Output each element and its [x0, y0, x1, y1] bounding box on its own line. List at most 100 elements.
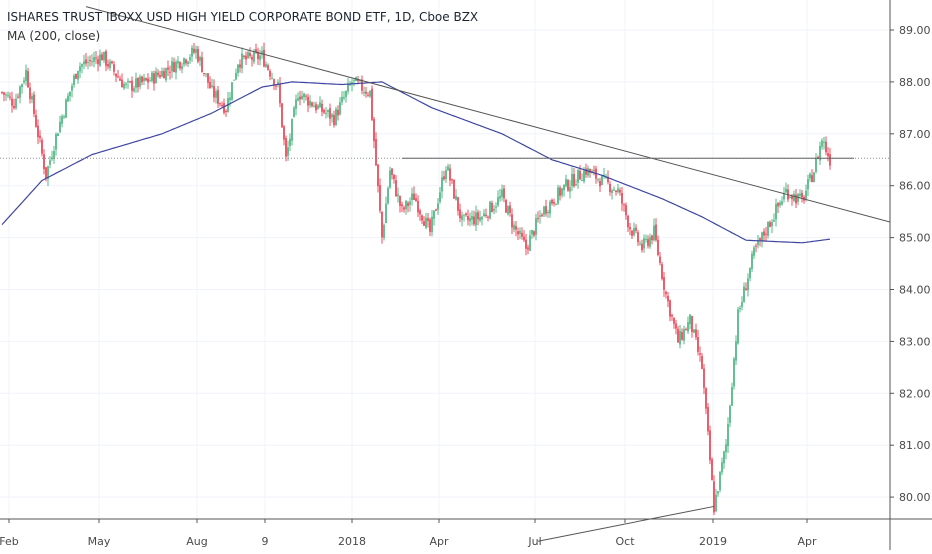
candle-body: [279, 83, 281, 104]
candle-body: [649, 237, 651, 247]
candle-body: [445, 170, 447, 179]
candle: [49, 156, 51, 169]
candle-body: [205, 73, 207, 75]
candle-body: [697, 337, 699, 352]
candle: [75, 73, 77, 80]
candle-body: [77, 70, 79, 80]
candle: [575, 179, 577, 187]
candle: [535, 213, 537, 241]
candle: [195, 45, 197, 60]
candle-body: [511, 214, 513, 228]
candle-body: [179, 62, 181, 69]
candle-body: [101, 54, 103, 61]
x-tick-label: 2018: [338, 535, 366, 548]
candle-body: [21, 84, 23, 88]
candle: [751, 250, 753, 272]
candle: [413, 186, 415, 201]
candle: [699, 346, 701, 362]
y-tick-label: 81.00: [899, 439, 931, 452]
candle-body: [349, 84, 351, 86]
candle: [313, 101, 315, 108]
candle: [263, 42, 265, 68]
candle-body: [665, 291, 667, 295]
y-tick-label: 85.00: [899, 232, 931, 245]
candle: [311, 101, 313, 108]
candle-body: [627, 215, 629, 228]
candle-body: [59, 121, 61, 133]
candle: [375, 132, 377, 167]
x-tick-label: Apr: [797, 535, 817, 548]
candle: [813, 171, 815, 183]
candle: [539, 210, 541, 224]
candle: [633, 222, 635, 237]
candle: [307, 93, 309, 113]
chart-title: ISHARES TRUST IBOXX USD HIGH YIELD CORPO…: [7, 10, 479, 24]
candle-body: [29, 87, 31, 99]
candle: [777, 202, 779, 213]
candle-body: [275, 85, 277, 87]
candle: [369, 90, 371, 99]
candle-body: [155, 71, 157, 84]
candle-body: [353, 79, 355, 81]
candle: [453, 179, 455, 199]
candle: [185, 58, 187, 66]
candle-body: [669, 300, 671, 317]
chart-legend: ISHARES TRUST IBOXX USD HIGH YIELD CORPO…: [7, 8, 478, 46]
candle: [87, 56, 89, 70]
candle-body: [333, 115, 335, 126]
candle: [239, 59, 241, 73]
candle-body: [75, 74, 77, 79]
candle-body: [409, 201, 411, 205]
y-tick-label: 82.00: [899, 387, 931, 400]
candle-body: [195, 49, 197, 53]
candle: [191, 45, 193, 63]
candle: [23, 77, 25, 85]
candle-body: [137, 78, 139, 88]
candle-body: [73, 75, 75, 86]
candle: [377, 164, 379, 193]
candle-body: [741, 301, 743, 307]
candle-body: [331, 114, 333, 118]
candle-body: [323, 109, 325, 113]
candle: [689, 314, 691, 330]
candle: [101, 52, 103, 61]
candle-body: [201, 57, 203, 73]
candle: [703, 364, 705, 395]
candle: [579, 165, 581, 180]
candle-body: [473, 216, 475, 225]
candle: [467, 209, 469, 226]
candle-body: [335, 108, 337, 125]
candle-body: [361, 79, 363, 91]
candle: [557, 184, 559, 206]
candle-body: [437, 203, 439, 210]
candle: [687, 316, 689, 334]
candle-body: [825, 141, 827, 153]
candle-body: [263, 49, 265, 67]
candle: [697, 330, 699, 356]
candle-body: [13, 105, 15, 109]
candle-body: [547, 212, 549, 214]
candle: [251, 54, 253, 67]
candle: [371, 85, 373, 122]
candle-body: [523, 236, 525, 241]
candle: [317, 103, 319, 110]
candle-body: [159, 75, 161, 78]
candle-body: [545, 206, 547, 214]
candle-body: [277, 82, 279, 84]
candle: [159, 71, 161, 79]
candle: [15, 93, 17, 111]
candle: [197, 46, 199, 64]
candle: [113, 61, 115, 76]
candle-body: [655, 224, 657, 240]
candle-body: [769, 222, 771, 227]
candles: [1, 42, 831, 516]
candle: [269, 69, 271, 81]
candle: [533, 230, 535, 238]
candle: [295, 94, 297, 116]
candle: [409, 197, 411, 212]
candle: [783, 186, 785, 203]
candle: [55, 132, 57, 156]
candle-body: [317, 105, 319, 109]
candle: [757, 234, 759, 249]
candle-body: [357, 79, 359, 82]
